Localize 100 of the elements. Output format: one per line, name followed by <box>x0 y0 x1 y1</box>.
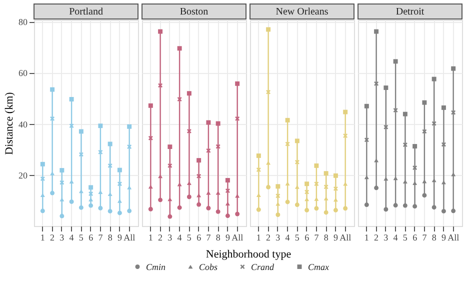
x-axis-title: Neighborhood type <box>206 248 292 260</box>
x-tick-label: 9 <box>117 232 122 242</box>
point <box>186 194 192 200</box>
x-tick-label: All <box>448 232 460 242</box>
point <box>78 152 84 157</box>
point <box>216 209 220 214</box>
point <box>50 190 55 196</box>
point <box>117 168 122 172</box>
point <box>266 27 271 32</box>
chart-title: Boston <box>180 6 208 18</box>
point <box>384 124 388 130</box>
point <box>108 163 112 168</box>
point <box>69 124 74 128</box>
point <box>333 186 338 191</box>
point <box>177 96 182 102</box>
point <box>186 91 192 96</box>
point <box>235 81 240 86</box>
chart-title: Portland <box>69 6 103 18</box>
x-tick-label: 1 <box>364 232 369 242</box>
point <box>364 104 369 108</box>
y-tick-label: 40 <box>18 119 28 130</box>
point <box>412 204 418 209</box>
legend-label: Cmax <box>308 262 329 272</box>
point <box>60 214 64 218</box>
point <box>432 205 436 210</box>
point <box>304 182 310 186</box>
point <box>343 206 348 211</box>
point <box>324 210 328 215</box>
point <box>285 118 290 122</box>
x-tick-label: All <box>124 232 136 242</box>
point <box>88 203 94 208</box>
point <box>127 124 132 129</box>
x-tick-label: 9 <box>441 232 446 242</box>
point <box>98 124 103 128</box>
point <box>314 163 319 168</box>
point <box>40 208 45 214</box>
point <box>196 174 202 178</box>
point <box>441 105 446 110</box>
point <box>294 202 300 208</box>
x-tick-label: 9 <box>333 232 338 242</box>
point <box>402 180 408 184</box>
legend-label: Cmin <box>146 262 166 272</box>
x-tick-label: 9 <box>225 232 230 242</box>
point <box>266 90 271 94</box>
point <box>60 180 64 185</box>
point <box>206 148 211 153</box>
point <box>402 112 408 116</box>
point <box>422 100 427 105</box>
point <box>177 205 182 210</box>
point <box>294 138 300 144</box>
x-tick-label: 7 <box>314 232 320 242</box>
point <box>451 66 456 71</box>
point <box>196 202 202 207</box>
point <box>441 208 446 214</box>
point <box>168 163 172 168</box>
point <box>276 184 280 189</box>
point <box>314 182 319 186</box>
y-tick-label: 20 <box>18 170 28 180</box>
x-tick-label: 3 <box>168 232 173 242</box>
point <box>324 171 328 176</box>
point <box>69 199 74 204</box>
x-tick-label: 6 <box>196 232 202 242</box>
point <box>148 184 153 189</box>
x-tick-label: 4 <box>69 232 74 242</box>
point <box>422 193 427 198</box>
point <box>206 206 211 210</box>
x-tick-label: 2 <box>374 232 379 242</box>
point <box>451 208 456 214</box>
chart-title: New Orleans <box>276 6 328 18</box>
x-tick-label: 8 <box>432 232 437 242</box>
point <box>158 29 163 34</box>
x-tick-label: 4 <box>285 232 290 242</box>
point <box>256 153 261 158</box>
point <box>69 96 74 102</box>
point <box>451 110 456 115</box>
point <box>364 138 369 142</box>
chart-title: Detroit <box>396 6 424 18</box>
point <box>158 83 163 88</box>
point <box>324 184 328 190</box>
point <box>393 203 398 208</box>
point <box>117 182 122 186</box>
point <box>225 178 230 182</box>
point <box>235 116 240 121</box>
legend-label: Cobs <box>199 262 218 272</box>
x-tick-label: 5 <box>186 232 192 242</box>
point <box>78 129 84 134</box>
point <box>333 173 338 178</box>
point <box>98 150 103 154</box>
point <box>206 120 211 125</box>
point <box>364 202 369 208</box>
point <box>148 206 153 212</box>
x-tick-label: 1 <box>256 232 261 242</box>
x-tick-label: 7 <box>422 232 428 242</box>
x-tick-label: 5 <box>78 232 84 242</box>
x-tick-label: 8 <box>108 232 113 242</box>
point <box>333 208 338 212</box>
point <box>50 87 55 92</box>
x-tick-label: 1 <box>40 232 45 242</box>
point <box>256 207 261 212</box>
point <box>117 199 122 203</box>
